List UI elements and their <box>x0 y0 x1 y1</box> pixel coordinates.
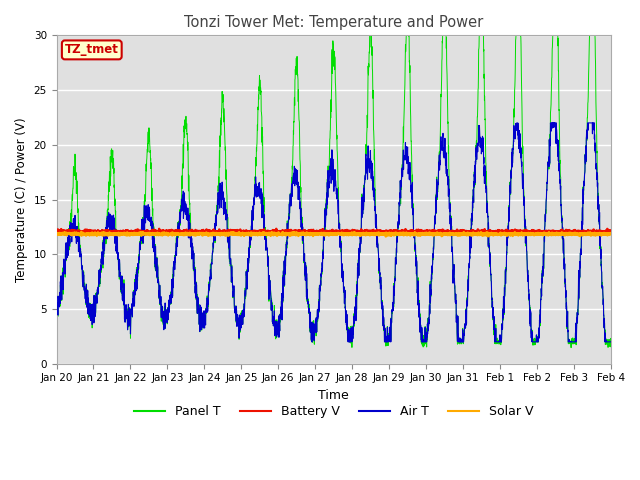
Legend: Panel T, Battery V, Air T, Solar V: Panel T, Battery V, Air T, Solar V <box>129 400 538 423</box>
Text: TZ_tmet: TZ_tmet <box>65 43 118 56</box>
Y-axis label: Temperature (C) / Power (V): Temperature (C) / Power (V) <box>15 117 28 282</box>
X-axis label: Time: Time <box>318 389 349 402</box>
Title: Tonzi Tower Met: Temperature and Power: Tonzi Tower Met: Temperature and Power <box>184 15 483 30</box>
